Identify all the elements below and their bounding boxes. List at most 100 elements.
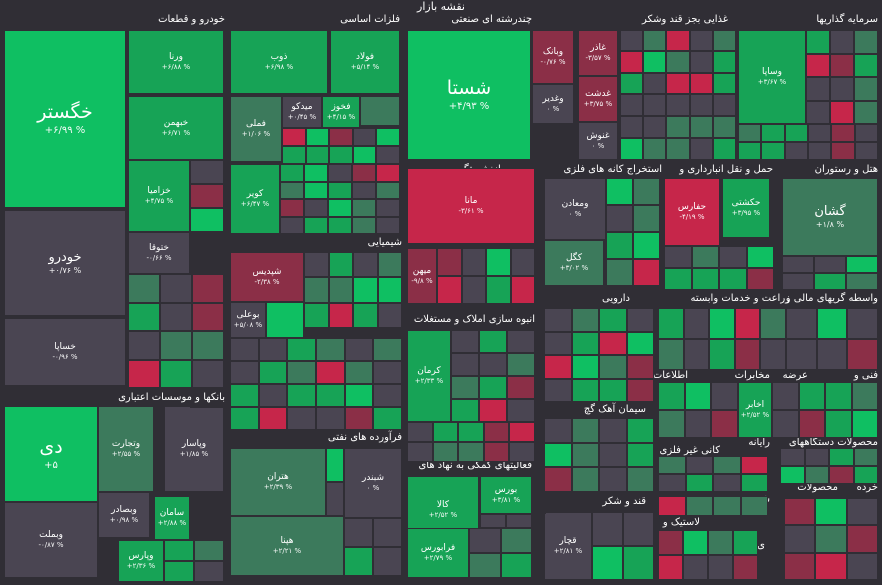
- minor-stock-tile[interactable]: [373, 407, 402, 430]
- minor-stock-tile[interactable]: [814, 256, 846, 273]
- minor-stock-tile[interactable]: [437, 276, 462, 304]
- minor-stock-tile[interactable]: [658, 339, 684, 370]
- stock-tile[interactable]: وبملت -۰/۸۷ %: [4, 502, 98, 578]
- minor-stock-tile[interactable]: [804, 466, 829, 484]
- stock-tile[interactable]: مانا -۳/۶۱ %: [407, 168, 535, 244]
- minor-stock-tile[interactable]: [432, 442, 459, 462]
- minor-stock-tile[interactable]: [760, 339, 786, 370]
- minor-stock-tile[interactable]: [353, 277, 378, 303]
- minor-stock-tile[interactable]: [711, 410, 738, 438]
- minor-stock-tile[interactable]: [164, 561, 194, 582]
- minor-stock-tile[interactable]: [373, 361, 402, 384]
- minor-stock-tile[interactable]: [664, 246, 692, 268]
- minor-stock-tile[interactable]: [194, 540, 224, 561]
- minor-stock-tile[interactable]: [599, 467, 627, 492]
- minor-stock-tile[interactable]: [328, 181, 352, 199]
- minor-stock-tile[interactable]: [304, 277, 329, 303]
- minor-stock-tile[interactable]: [825, 410, 852, 438]
- minor-stock-tile[interactable]: [461, 276, 486, 304]
- minor-stock-tile[interactable]: [709, 339, 735, 370]
- stock-tile[interactable]: فولاد +۵/۱۴ %: [330, 30, 400, 94]
- minor-stock-tile[interactable]: [633, 232, 660, 259]
- minor-stock-tile[interactable]: [316, 384, 345, 407]
- minor-stock-tile[interactable]: [784, 498, 816, 526]
- minor-stock-tile[interactable]: [685, 474, 713, 492]
- minor-stock-tile[interactable]: [316, 361, 345, 384]
- minor-stock-tile[interactable]: [544, 308, 572, 332]
- minor-stock-tile[interactable]: [344, 407, 374, 430]
- minor-stock-tile[interactable]: [437, 248, 462, 276]
- minor-stock-tile[interactable]: [666, 138, 690, 160]
- minor-stock-tile[interactable]: [851, 410, 878, 438]
- minor-stock-tile[interactable]: [192, 359, 224, 388]
- minor-stock-tile[interactable]: [352, 164, 376, 182]
- minor-stock-tile[interactable]: [258, 338, 288, 361]
- minor-stock-tile[interactable]: [376, 146, 400, 164]
- minor-stock-tile[interactable]: [761, 142, 785, 160]
- minor-stock-tile[interactable]: [712, 116, 736, 138]
- minor-stock-tile[interactable]: [599, 378, 627, 402]
- minor-stock-tile[interactable]: [620, 116, 644, 138]
- minor-stock-tile[interactable]: [782, 256, 814, 273]
- minor-stock-tile[interactable]: [643, 94, 667, 116]
- minor-stock-tile[interactable]: [592, 512, 623, 546]
- minor-stock-tile[interactable]: [815, 552, 847, 580]
- minor-stock-tile[interactable]: [190, 406, 224, 408]
- minor-stock-tile[interactable]: [719, 268, 747, 290]
- minor-stock-tile[interactable]: [666, 72, 690, 94]
- minor-stock-tile[interactable]: [571, 308, 599, 332]
- stock-tile[interactable]: وبصادر +۰/۹۸ %: [98, 492, 150, 538]
- minor-stock-tile[interactable]: [643, 30, 667, 52]
- minor-stock-tile[interactable]: [329, 128, 353, 146]
- stock-tile[interactable]: غنوش ۰ %: [578, 122, 618, 160]
- minor-stock-tile[interactable]: [689, 30, 713, 52]
- minor-stock-tile[interactable]: [287, 361, 316, 384]
- minor-stock-tile[interactable]: [620, 30, 644, 52]
- minor-stock-tile[interactable]: [854, 124, 878, 142]
- minor-stock-tile[interactable]: [599, 308, 627, 332]
- minor-stock-tile[interactable]: [712, 30, 736, 52]
- minor-stock-tile[interactable]: [620, 72, 644, 94]
- minor-stock-tile[interactable]: [507, 330, 535, 353]
- minor-stock-tile[interactable]: [713, 474, 741, 492]
- minor-stock-tile[interactable]: [316, 407, 345, 430]
- minor-stock-tile[interactable]: [280, 164, 304, 182]
- minor-stock-tile[interactable]: [623, 512, 654, 546]
- minor-stock-tile[interactable]: [266, 302, 304, 338]
- minor-stock-tile[interactable]: [599, 331, 627, 355]
- minor-stock-tile[interactable]: [772, 410, 799, 438]
- minor-stock-tile[interactable]: [192, 331, 224, 360]
- minor-stock-tile[interactable]: [304, 252, 329, 278]
- minor-stock-tile[interactable]: [626, 331, 654, 355]
- minor-stock-tile[interactable]: [599, 442, 627, 468]
- minor-stock-tile[interactable]: [816, 308, 848, 339]
- minor-stock-tile[interactable]: [544, 418, 572, 443]
- minor-stock-tile[interactable]: [761, 124, 785, 142]
- stock-tile[interactable]: کگل +۳/۰۲ %: [544, 240, 604, 286]
- minor-stock-tile[interactable]: [683, 339, 710, 370]
- minor-stock-tile[interactable]: [740, 496, 768, 516]
- minor-stock-tile[interactable]: [854, 77, 878, 101]
- minor-stock-tile[interactable]: [712, 72, 736, 94]
- minor-stock-tile[interactable]: [798, 382, 825, 410]
- stock-tile[interactable]: هپنا +۲/۲۱ %: [230, 516, 344, 576]
- minor-stock-tile[interactable]: [510, 248, 535, 276]
- minor-stock-tile[interactable]: [784, 124, 808, 142]
- minor-stock-tile[interactable]: [846, 256, 878, 273]
- minor-stock-tile[interactable]: [846, 552, 878, 580]
- minor-stock-tile[interactable]: [544, 467, 572, 492]
- minor-stock-tile[interactable]: [287, 407, 316, 430]
- minor-stock-tile[interactable]: [282, 146, 306, 164]
- minor-stock-tile[interactable]: [689, 51, 713, 73]
- stock-tile[interactable]: میهن -۹/۸ %: [407, 248, 437, 304]
- stock-tile[interactable]: وبانک -۰/۷۶ %: [532, 30, 574, 84]
- stock-tile[interactable]: گشان +۱/۸ %: [782, 178, 878, 256]
- minor-stock-tile[interactable]: [304, 164, 328, 182]
- minor-stock-tile[interactable]: [451, 376, 479, 399]
- minor-stock-tile[interactable]: [376, 128, 400, 146]
- stock-tile[interactable]: ومعادن ۰ %: [544, 178, 606, 240]
- minor-stock-tile[interactable]: [683, 555, 708, 580]
- minor-stock-tile[interactable]: [854, 100, 878, 124]
- minor-stock-tile[interactable]: [847, 339, 878, 370]
- minor-stock-tile[interactable]: [786, 308, 817, 339]
